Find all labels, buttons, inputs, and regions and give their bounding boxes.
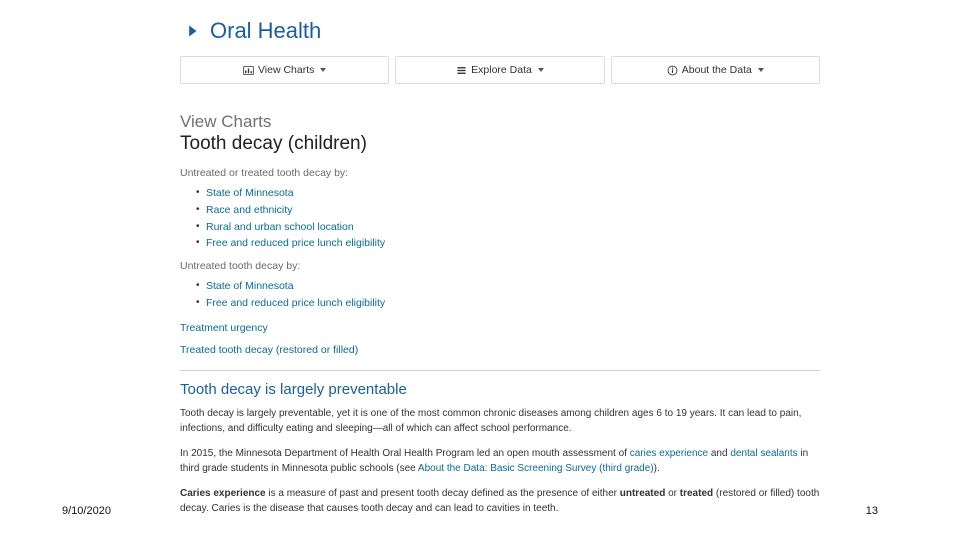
link-about-data-bss[interactable]: About the Data: Basic Screening Survey (… [418,463,654,474]
link-treatment-urgency[interactable]: Treatment urgency [180,322,820,334]
link-caries-experience[interactable]: caries experience [630,448,708,459]
term-treated: treated [680,488,713,499]
list-item[interactable]: Race and ethnicity [196,202,820,219]
tab-label: View Charts [258,64,314,76]
divider [180,370,820,371]
chevron-down-icon [538,68,544,72]
section-subtitle: View Charts [180,112,820,132]
text: ). [654,463,660,474]
para-1: Tooth decay is largely preventable, yet … [180,406,820,437]
tab-label: About the Data [682,64,752,76]
text: In 2015, the Minnesota Department of Hea… [180,448,630,459]
tab-about-data[interactable]: About the Data [611,56,820,84]
list-item[interactable]: Rural and urban school location [196,219,820,236]
list-icon [456,65,467,76]
list-item[interactable]: State of Minnesota [196,185,820,202]
info-icon [667,65,678,76]
para-2: In 2015, the Minnesota Department of Hea… [180,446,820,477]
group1-label: Untreated or treated tooth decay by: [180,167,820,179]
section-heading: Tooth decay (children) [180,133,820,155]
list-item[interactable]: State of Minnesota [196,278,820,295]
footer-date: 9/10/2020 [62,505,111,517]
term-caries-experience: Caries experience [180,488,266,499]
tab-label: Explore Data [471,64,532,76]
group2-list: State of Minnesota Free and reduced pric… [180,278,820,312]
tab-view-charts[interactable]: View Charts [180,56,389,84]
tab-explore-data[interactable]: Explore Data [395,56,604,84]
list-item[interactable]: Free and reduced price lunch eligibility [196,235,820,252]
chevron-down-icon [320,68,326,72]
arrow-right-icon [180,20,202,42]
text: or [665,488,679,499]
group1-list: State of Minnesota Race and ethnicity Ru… [180,185,820,252]
nav-tabs: View Charts Explore Data About the Data [180,56,820,84]
preventable-heading: Tooth decay is largely preventable [180,381,820,398]
list-item[interactable]: Free and reduced price lunch eligibility [196,295,820,312]
chevron-down-icon [758,68,764,72]
chart-icon [243,65,254,76]
page-title: Oral Health [210,18,321,44]
para-3: Caries experience is a measure of past a… [180,486,820,517]
link-treated-decay[interactable]: Treated tooth decay (restored or filled) [180,344,820,356]
text: is a measure of past and present tooth d… [266,488,620,499]
term-untreated: untreated [620,488,666,499]
group2-label: Untreated tooth decay by: [180,260,820,272]
footer-page-number: 13 [866,505,878,517]
link-dental-sealants[interactable]: dental sealants [730,448,797,459]
page-title-row: Oral Health [180,18,820,44]
text: and [708,448,730,459]
